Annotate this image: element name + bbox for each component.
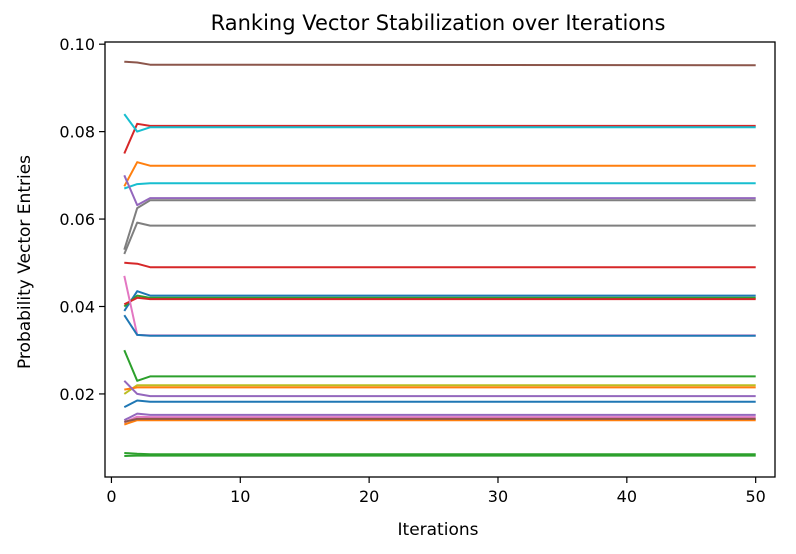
x-tick-label: 30 — [488, 487, 508, 506]
y-tick-label: 0.02 — [59, 385, 95, 404]
x-tick-label: 20 — [359, 487, 379, 506]
series-line-8 — [123, 221, 756, 255]
x-tick-label: 10 — [230, 487, 250, 506]
series-line-22 — [123, 419, 756, 426]
y-tick-label: 0.08 — [59, 123, 95, 142]
x-tick-label: 0 — [106, 487, 116, 506]
series-line-5 — [123, 182, 756, 190]
x-tick-label: 50 — [745, 487, 765, 506]
series-line-13 — [123, 275, 756, 337]
x-axis-ticks: 0 10 20 30 40 50 — [106, 477, 766, 506]
y-axis-label: Probability Vector Entries — [15, 155, 35, 369]
y-tick-label: 0.10 — [59, 35, 95, 54]
series-line-1 — [124, 60, 756, 67]
series-line-6 — [123, 174, 756, 207]
series-line-16 — [123, 384, 756, 395]
series-line-2 — [123, 122, 756, 154]
series-line-12 — [123, 296, 756, 306]
plot-frame — [104, 41, 776, 478]
series-line-11 — [123, 294, 756, 308]
chart-title: Ranking Vector Stabilization over Iterat… — [211, 11, 666, 35]
series-line-9 — [124, 261, 756, 269]
series-line-17 — [124, 386, 756, 391]
series-line-4 — [123, 161, 756, 187]
y-axis-ticks: 0.02 0.04 0.06 0.08 0.10 — [59, 35, 105, 404]
series-line-18 — [123, 380, 756, 398]
series-line-15 — [123, 349, 756, 382]
series-line-23 — [124, 417, 756, 423]
y-tick-label: 0.04 — [59, 297, 95, 316]
x-tick-label: 40 — [617, 487, 637, 506]
series-line-14 — [123, 314, 756, 337]
series-line-24 — [124, 452, 756, 456]
series-layer — [123, 60, 756, 457]
series-line-19 — [123, 399, 756, 408]
y-tick-label: 0.06 — [59, 210, 95, 229]
x-axis-label: Iterations — [398, 520, 479, 540]
series-line-3 — [123, 113, 756, 133]
series-line-20 — [123, 412, 756, 422]
series-line-10 — [123, 290, 756, 312]
series-line-7 — [123, 199, 756, 250]
